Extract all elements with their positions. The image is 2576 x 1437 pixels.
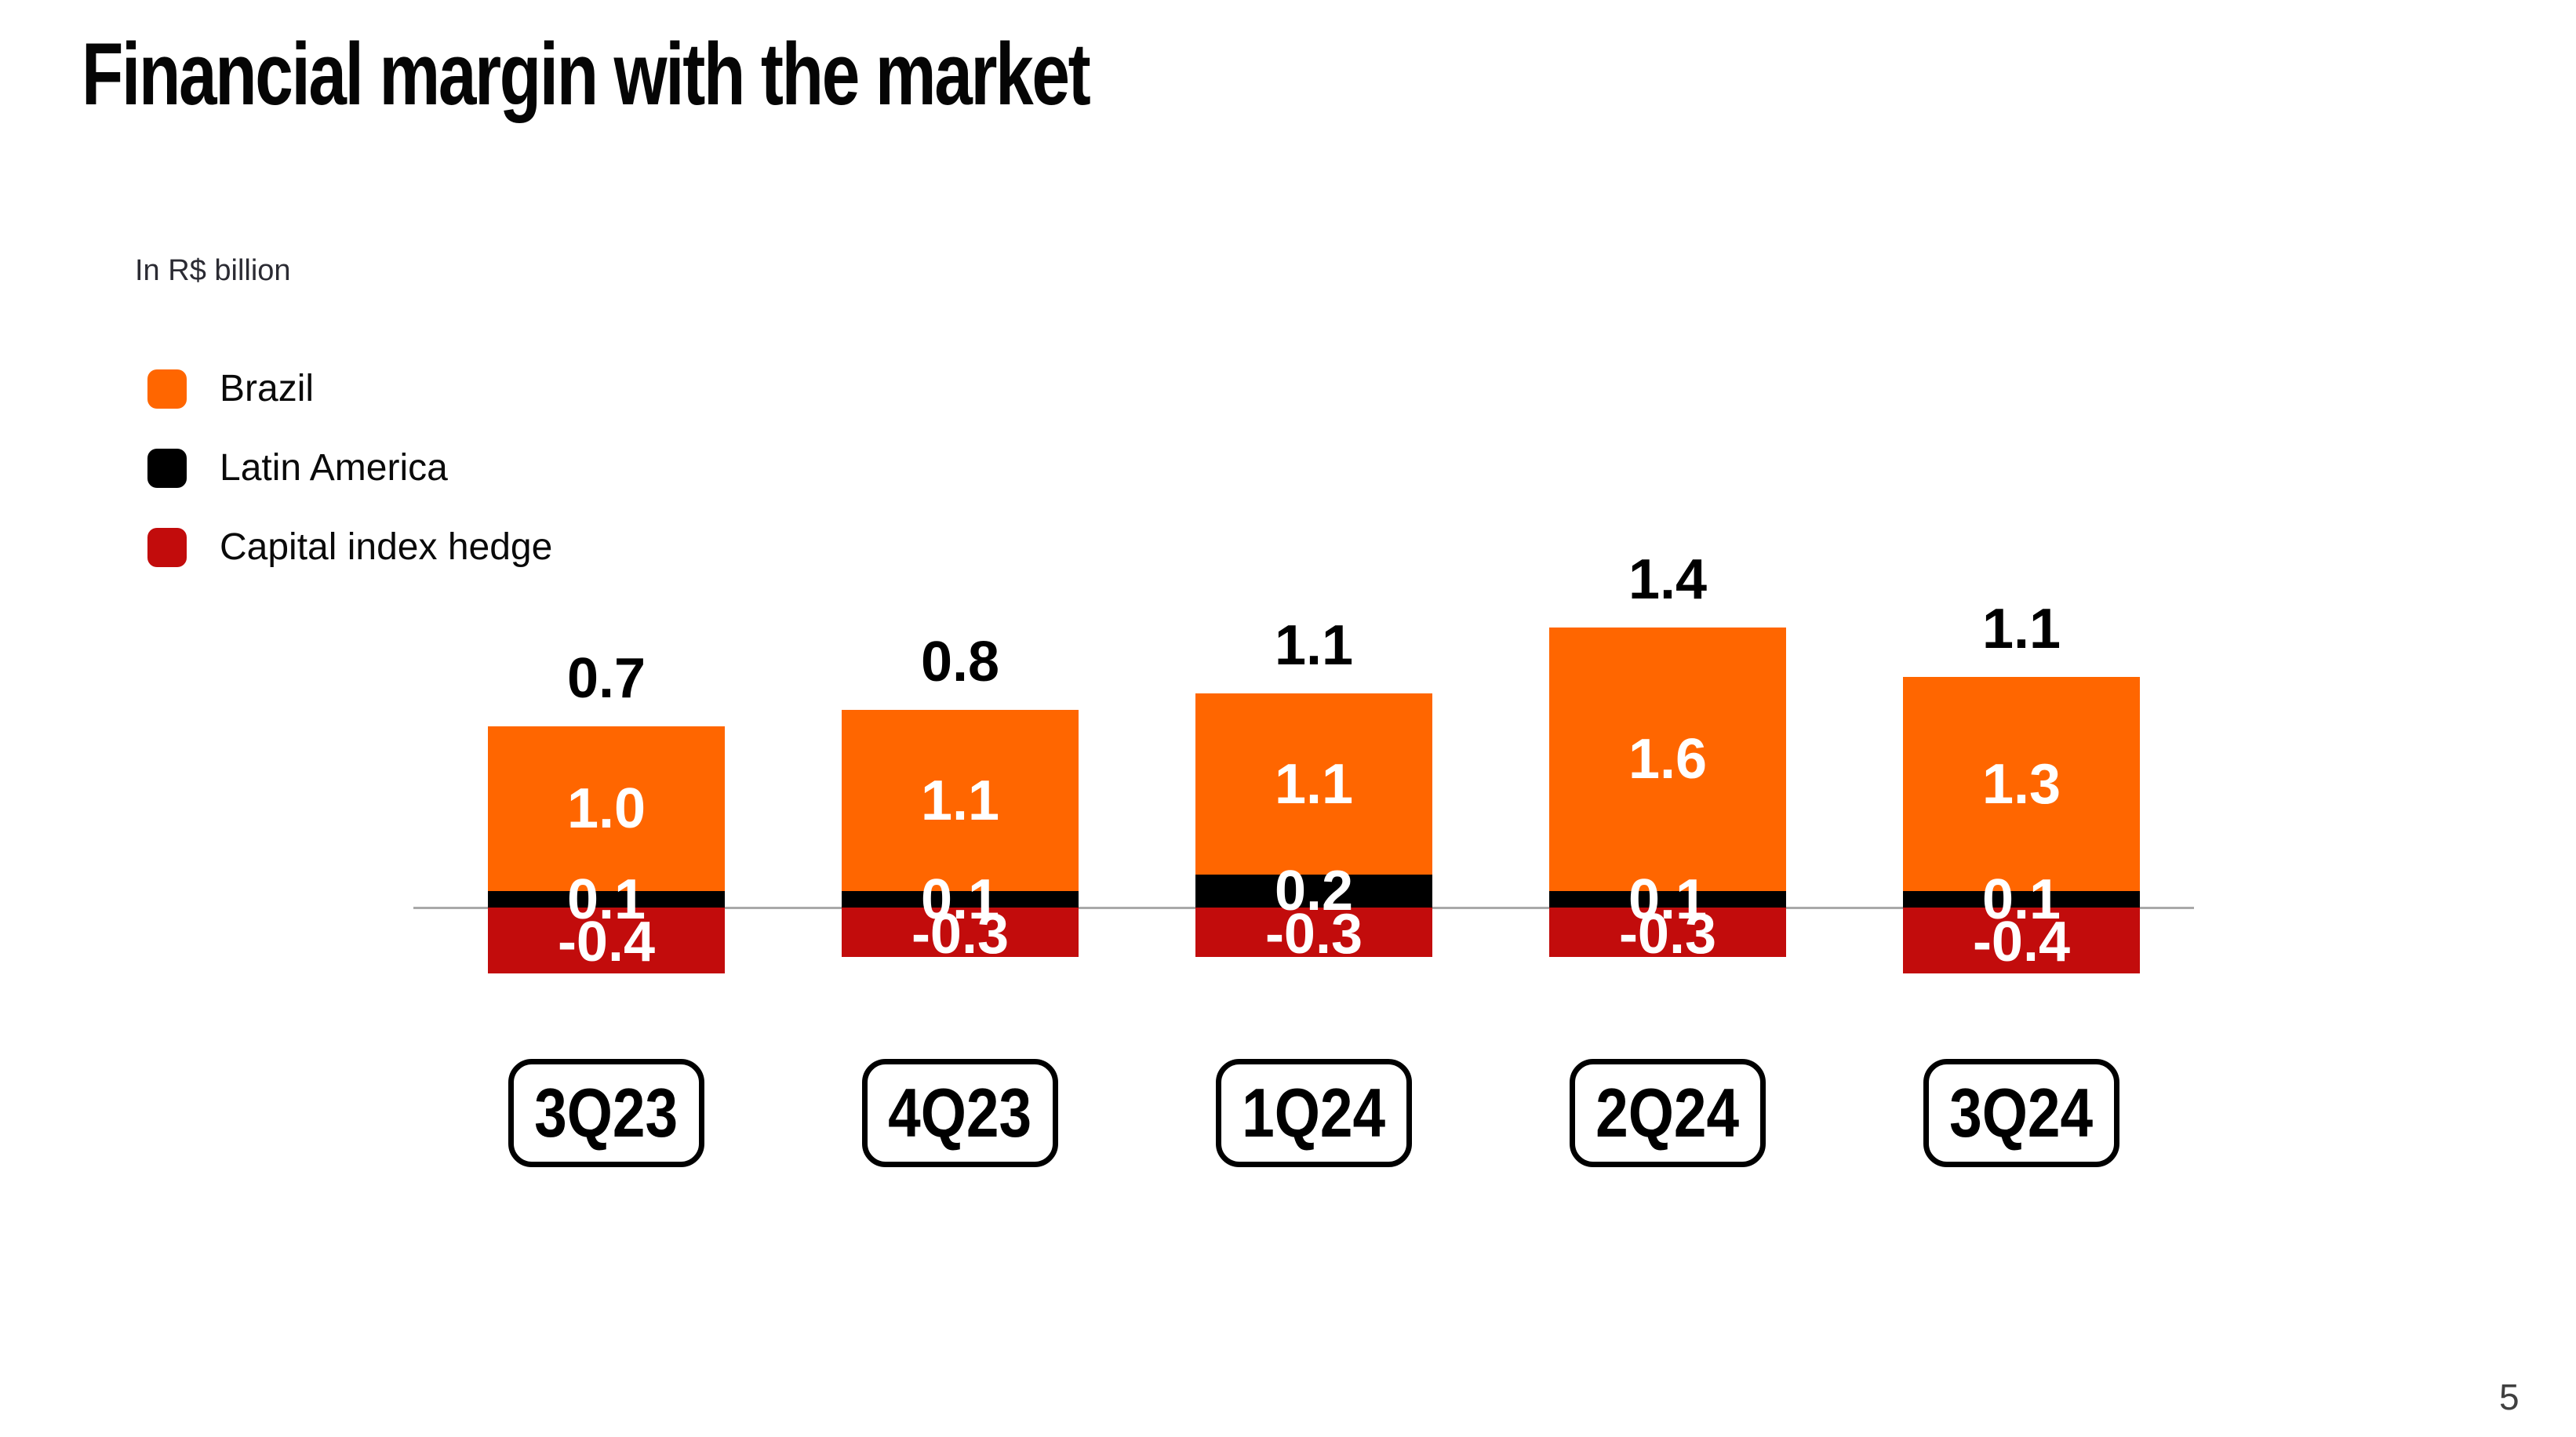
- x-axis-label-1Q24: 1Q24: [1216, 1059, 1412, 1167]
- bar-segment-brazil-3Q23: [488, 726, 725, 891]
- bar-segment-capital-index-hedge-3Q23: [488, 908, 725, 973]
- bar-value-brazil-4Q23: 1.1: [920, 769, 1000, 832]
- bar-segment-latin-america-4Q23: [842, 891, 1079, 908]
- bar-segment-latin-america-3Q24: [1903, 891, 2140, 908]
- x-axis-label-4Q23: 4Q23: [862, 1059, 1058, 1167]
- x-axis-label-text-4Q23: 4Q23: [888, 1074, 1032, 1151]
- bar-value-capital-index-hedge-3Q24: -0.4: [1972, 911, 2071, 973]
- bar-value-brazil-3Q24: 1.3: [1981, 752, 2061, 816]
- bar-value-latin-america-1Q24: 0.2: [1274, 860, 1354, 922]
- bar-total-label-4Q23: 0.8: [920, 631, 1000, 693]
- bar-value-brazil-3Q23: 1.0: [566, 777, 646, 840]
- x-axis-label-text-3Q23: 3Q23: [534, 1074, 679, 1151]
- bar-segment-brazil-4Q23: [842, 710, 1079, 891]
- bar-segment-latin-america-3Q23: [488, 891, 725, 908]
- bar-segment-latin-america-1Q24: [1195, 875, 1432, 908]
- bar-total-label-3Q23: 0.7: [566, 647, 646, 710]
- legend-swatch-brazil: [147, 369, 187, 409]
- legend-label-capital-index-hedge: Capital index hedge: [220, 526, 553, 568]
- x-axis-label-text-3Q24: 3Q24: [1949, 1074, 2094, 1151]
- legend-swatch-latin-america: [147, 448, 187, 488]
- bar-value-latin-america-3Q24: 0.1: [1981, 868, 2061, 931]
- bar-segment-capital-index-hedge-1Q24: [1195, 908, 1432, 957]
- x-axis-label-3Q24: 3Q24: [1923, 1059, 2119, 1167]
- legend-item-latin-america: Latin America: [147, 446, 552, 489]
- bar-value-brazil-2Q24: 1.6: [1628, 728, 1708, 791]
- bar-total-label-2Q24: 1.4: [1628, 548, 1708, 611]
- page-title: Financial margin with the market: [82, 24, 1374, 125]
- unit-note: In R$ billion: [135, 254, 291, 287]
- page-number: 5: [2499, 1377, 2520, 1417]
- x-axis-label-text-1Q24: 1Q24: [1242, 1074, 1386, 1151]
- legend-label-brazil: Brazil: [220, 368, 315, 409]
- legend: Brazil Latin America Capital index hedge: [147, 367, 552, 569]
- bar-segment-capital-index-hedge-4Q23: [842, 908, 1079, 957]
- bar-segment-latin-america-2Q24: [1549, 891, 1786, 908]
- bar-value-capital-index-hedge-4Q23: -0.3: [911, 902, 1010, 966]
- x-axis-label-text-2Q24: 2Q24: [1595, 1074, 1740, 1151]
- bar-segment-brazil-3Q24: [1903, 677, 2140, 891]
- bar-value-latin-america-3Q23: 0.1: [566, 868, 646, 931]
- legend-item-brazil: Brazil: [147, 367, 552, 410]
- bar-value-latin-america-4Q23: 0.1: [920, 868, 1000, 931]
- page-title-text: Financial margin with the market: [82, 25, 1091, 123]
- x-axis-label-3Q23: 3Q23: [508, 1059, 704, 1167]
- bar-value-capital-index-hedge-1Q24: -0.3: [1264, 902, 1363, 966]
- bar-value-capital-index-hedge-2Q24: -0.3: [1618, 902, 1717, 966]
- bar-segment-capital-index-hedge-3Q24: [1903, 908, 2140, 973]
- bar-segment-brazil-1Q24: [1195, 693, 1432, 875]
- bar-value-latin-america-2Q24: 0.1: [1628, 868, 1708, 931]
- legend-item-capital-index-hedge: Capital index hedge: [147, 526, 552, 569]
- bar-value-brazil-1Q24: 1.1: [1274, 752, 1354, 816]
- bar-value-capital-index-hedge-3Q23: -0.4: [557, 911, 656, 973]
- legend-label-latin-america: Latin America: [220, 447, 448, 489]
- legend-swatch-capital-index-hedge: [147, 527, 187, 567]
- bar-segment-capital-index-hedge-2Q24: [1549, 908, 1786, 957]
- bar-segment-brazil-2Q24: [1549, 628, 1786, 891]
- bar-total-label-3Q24: 1.1: [1981, 598, 2061, 660]
- x-axis-label-2Q24: 2Q24: [1570, 1059, 1766, 1167]
- bar-total-label-1Q24: 1.1: [1274, 614, 1354, 677]
